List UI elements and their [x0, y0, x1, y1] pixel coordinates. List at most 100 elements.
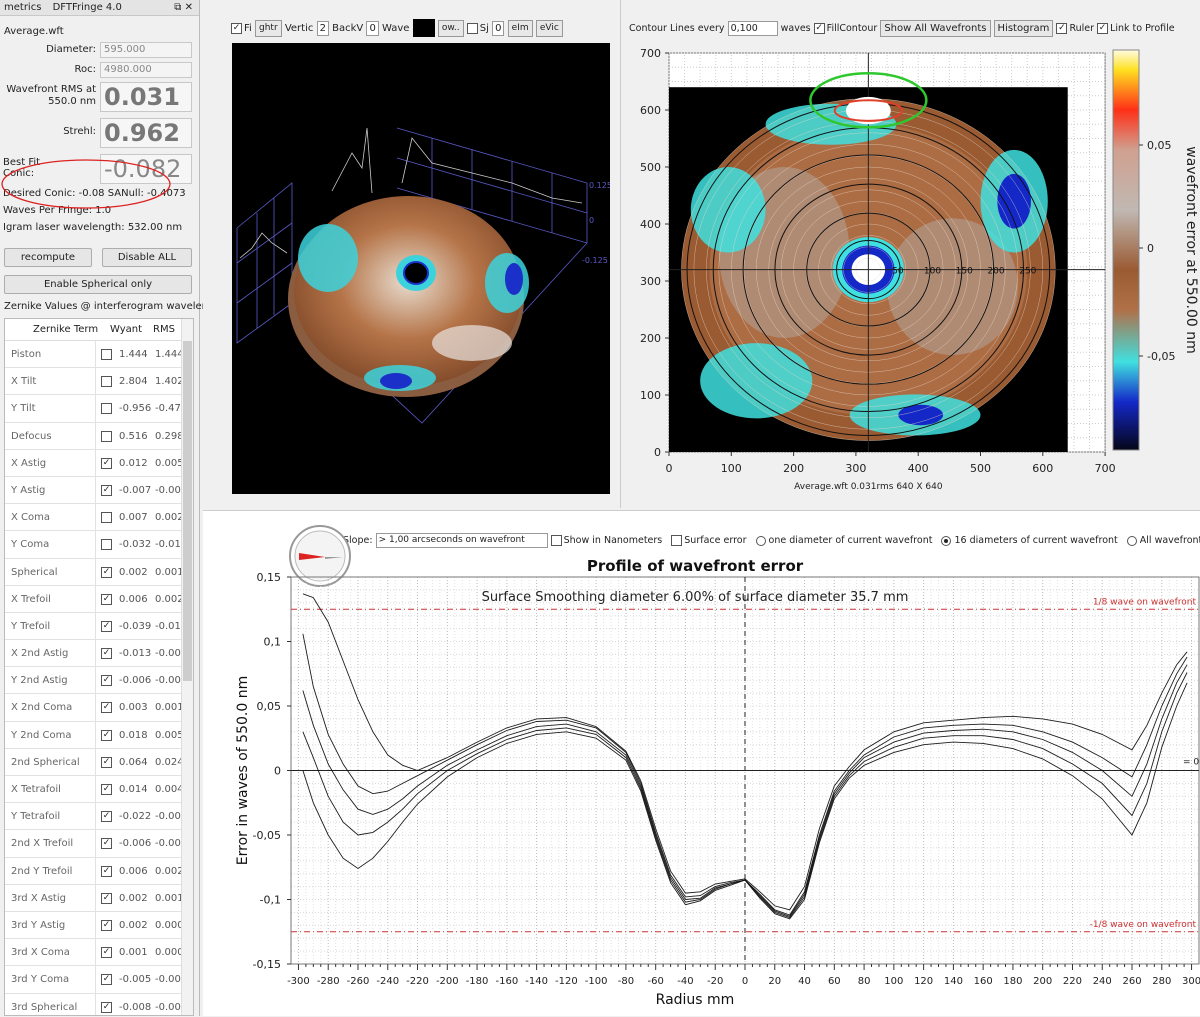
back-spinbox[interactable]: 0 — [366, 20, 379, 36]
zernike-enable-checkbox[interactable]: ✓ — [101, 811, 112, 823]
annotation-ellipse — [809, 72, 928, 129]
zernike-rms-value: -0.01 — [155, 539, 181, 551]
zernike-enable-checkbox[interactable] — [101, 349, 112, 360]
ruler-tick-label: 50 — [892, 267, 904, 277]
recompute-button[interactable]: recompute — [4, 248, 92, 267]
zernike-row[interactable]: 3rd X Astig ✓ 0.002 0.001 — [5, 884, 193, 912]
zernike-row[interactable]: 3rd X Coma ✓ 0.001 0.000 — [5, 939, 193, 967]
dock-float-icon[interactable]: ⧉ ✕ — [174, 2, 193, 13]
sp-spinbox[interactable]: 0 — [492, 20, 505, 36]
enable-spherical-button[interactable]: Enable Spherical only — [4, 275, 192, 294]
zernike-enable-checkbox[interactable]: ✓ — [101, 838, 112, 850]
disable-all-button[interactable]: Disable ALL — [102, 248, 192, 267]
zernike-enable-checkbox[interactable]: ✓ — [101, 675, 112, 687]
show-all-wavefronts-button[interactable]: Show All Wavefronts — [880, 20, 991, 37]
zernike-enable-checkbox[interactable] — [101, 403, 112, 415]
zernike-row[interactable]: 2nd Spherical ✓ 0.064 0.024 — [5, 748, 193, 776]
zernike-enable-checkbox[interactable] — [101, 376, 112, 388]
zernike-enable-checkbox[interactable]: ✓ — [101, 566, 112, 578]
zernike-enable-checkbox[interactable]: ✓ — [101, 484, 112, 496]
evic-button[interactable]: eVic — [535, 19, 563, 37]
zernike-enable-checkbox[interactable]: ✓ — [101, 457, 112, 469]
zernike-enable-checkbox[interactable]: ✓ — [101, 919, 112, 931]
zernike-row[interactable]: X 2nd Coma ✓ 0.003 0.001 — [5, 694, 193, 722]
x-tick-label: 300 — [1182, 976, 1200, 987]
zernike-row[interactable]: 2nd Y Trefoil ✓ 0.006 0.002 — [5, 857, 193, 885]
zernike-row[interactable]: Y Tilt -0.956 -0.47 — [5, 395, 193, 423]
zernike-row[interactable]: Spherical ✓ 0.002 0.001 — [5, 558, 193, 586]
x-tick-label: 100 — [721, 462, 742, 475]
zernike-term-name: Spherical — [11, 566, 58, 578]
zernike-enable-checkbox[interactable]: ✓ — [101, 702, 112, 714]
zernike-row[interactable]: 3rd Spherical ✓ -0.008 -0.00 — [5, 993, 193, 1015]
zernike-wyant-value: 0.002 — [119, 892, 148, 904]
height-button[interactable]: ghtr — [255, 19, 282, 37]
strehl-value: 0.962 — [100, 118, 192, 148]
show-nm-checkbox[interactable] — [550, 535, 562, 546]
zernike-enable-checkbox[interactable]: ✓ — [101, 756, 112, 768]
zernike-rms-value: 0.298 — [155, 430, 181, 442]
zernike-enable-checkbox[interactable]: ✓ — [101, 1001, 112, 1013]
annotation-ellipse — [1, 159, 171, 209]
table-scrollbar[interactable] — [181, 319, 193, 1015]
profile-chart[interactable]: 1/8 wave on wavefront -1/8 wave on wavefr… — [203, 551, 1200, 1017]
col-wyant-header[interactable]: Wyant — [110, 324, 143, 335]
ruler-checkbox[interactable]: ✓ — [1056, 23, 1068, 34]
x-tick-label: 240 — [1093, 976, 1112, 987]
roc-field[interactable]: 4980.000 — [100, 62, 192, 78]
fill-contour-checkbox[interactable]: ✓ — [813, 23, 825, 34]
surface-error-checkbox[interactable] — [671, 535, 683, 546]
vert-spinbox[interactable]: 2 — [316, 20, 329, 36]
zernike-enable-checkbox[interactable]: ✓ — [101, 593, 112, 605]
sp-checkbox[interactable] — [466, 22, 478, 34]
col-rms-header[interactable]: RMS — [153, 324, 175, 335]
zernike-row[interactable]: Y Astig ✓ -0.007 -0.00 — [5, 476, 193, 505]
zernike-row[interactable]: Y Tetrafoil ✓ -0.022 -0.00 — [5, 803, 193, 831]
metrics-tab[interactable]: metrics — [4, 2, 42, 13]
zernike-enable-checkbox[interactable] — [101, 430, 112, 442]
row-separator — [95, 939, 96, 966]
zernike-enable-checkbox[interactable] — [101, 539, 112, 551]
col-term-header[interactable]: Zernike Term — [33, 324, 99, 335]
ow-button[interactable]: ow.. — [437, 19, 464, 37]
zernike-enable-checkbox[interactable]: ✓ — [101, 729, 112, 741]
zernike-row[interactable]: X Trefoil ✓ 0.006 0.002 — [5, 585, 193, 613]
zernike-enable-checkbox[interactable]: ✓ — [101, 784, 112, 795]
zernike-row[interactable]: Y 2nd Coma ✓ 0.018 0.005 — [5, 721, 193, 749]
radio-all-wavefronts[interactable] — [1126, 535, 1137, 546]
zernike-row[interactable]: Piston 1.444 1.444 — [5, 341, 193, 369]
zernike-row[interactable]: X Tetrafoil ✓ 0.014 0.004 — [5, 776, 193, 804]
scrollbar-thumb[interactable] — [183, 341, 192, 681]
zernike-row[interactable]: X Tilt 2.804 1.402 — [5, 368, 193, 396]
compass-icon[interactable] — [287, 523, 353, 589]
diameter-field[interactable]: 595.000 — [100, 42, 192, 58]
zernike-enable-checkbox[interactable] — [101, 512, 112, 524]
zernike-row[interactable]: 3rd Y Astig ✓ 0.002 0.000 — [5, 911, 193, 940]
fill-checkbox[interactable]: ✓ — [231, 22, 242, 34]
zernike-enable-checkbox[interactable]: ✓ — [101, 865, 112, 877]
radio-one-diameter[interactable] — [755, 535, 766, 546]
slope-spinbox[interactable]: > 1,00 arcseconds on wavefront — [375, 533, 548, 548]
zernike-row[interactable]: X Coma 0.007 0.002 — [5, 504, 193, 532]
zernike-row[interactable]: 3rd Y Coma ✓ -0.005 -0.00 — [5, 966, 193, 994]
zernike-enable-checkbox[interactable]: ✓ — [101, 974, 112, 986]
zernike-enable-checkbox[interactable]: ✓ — [101, 947, 112, 959]
zernike-row[interactable]: Y Trefoil ✓ -0.039 -0.01 — [5, 612, 193, 641]
zernike-row[interactable]: 2nd X Trefoil ✓ -0.006 -0.00 — [5, 830, 193, 858]
zernike-row[interactable]: Y 2nd Astig ✓ -0.006 -0.00 — [5, 667, 193, 695]
zernike-row[interactable]: X Astig ✓ 0.012 0.005 — [5, 449, 193, 477]
zernike-enable-checkbox[interactable]: ✓ — [101, 892, 112, 904]
zernike-enable-checkbox[interactable]: ✓ — [101, 620, 112, 632]
surface-3d-view[interactable]: 0.125 0 -0.125 — [232, 43, 610, 494]
color-swatch[interactable] — [412, 19, 435, 37]
link-profile-checkbox[interactable]: ✓ — [1097, 23, 1109, 34]
contour-interval-spinbox[interactable]: 0,100 — [727, 21, 778, 36]
zernike-enable-checkbox[interactable]: ✓ — [101, 648, 112, 660]
zernike-row[interactable]: Y Coma -0.032 -0.01 — [5, 531, 193, 559]
elm-button[interactable]: eIm — [507, 19, 533, 37]
zernike-row[interactable]: Defocus 0.516 0.298 — [5, 422, 193, 450]
zernike-row[interactable]: X 2nd Astig ✓ -0.013 -0.00 — [5, 640, 193, 668]
radio-sixteen-diameters[interactable] — [941, 535, 952, 546]
histogram-button[interactable]: Histogram — [993, 20, 1054, 37]
